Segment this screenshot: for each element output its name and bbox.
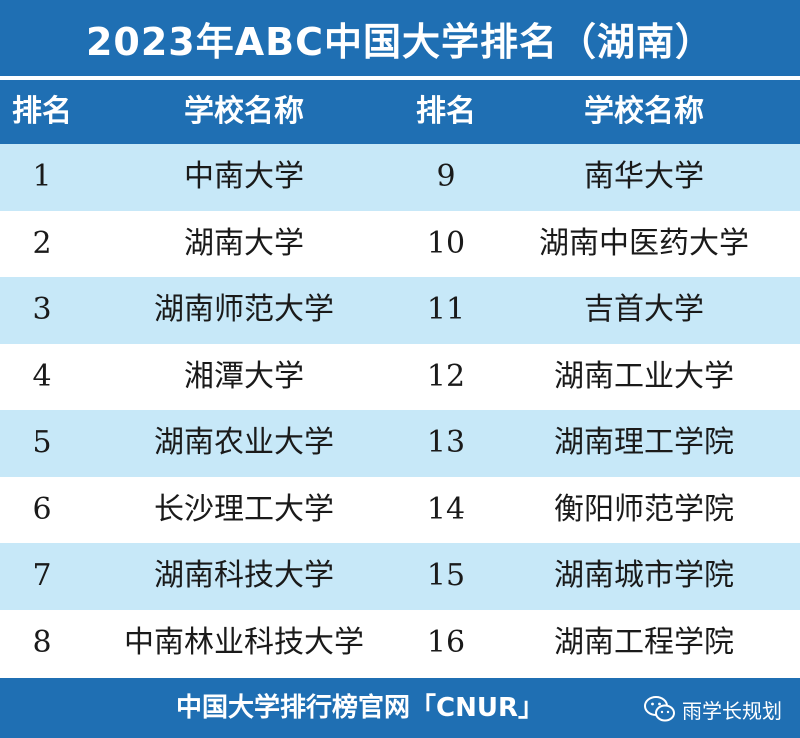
rank-right: 15 xyxy=(426,558,466,593)
watermark: 雨学长规划 xyxy=(644,694,782,724)
rank-right: 16 xyxy=(426,624,466,660)
footer-bar: 中国大学排行榜官网「CNUR」 雨学长规划 xyxy=(0,678,800,738)
school-name-right: 吉首大学 xyxy=(584,292,704,327)
wechat-icon xyxy=(644,696,675,722)
rank-right: 9 xyxy=(436,159,456,194)
school-name-left: 湘潭大学 xyxy=(184,358,304,394)
footer-source: 中国大学排行榜官网「CNUR」 xyxy=(176,693,544,723)
rank-right: 11 xyxy=(426,292,466,327)
school-name-left: 湖南大学 xyxy=(184,225,304,261)
school-name-left: 长沙理工大学 xyxy=(154,491,334,527)
school-name-left: 中南林业科技大学 xyxy=(124,624,364,660)
header-name-right: 学校名称 xyxy=(584,94,704,129)
rank-left: 7 xyxy=(32,558,52,593)
rank-right: 10 xyxy=(426,225,466,261)
title-bar: 2023年ABC中国大学排名（湖南） xyxy=(0,0,800,76)
school-name-right: 衡阳师范学院 xyxy=(554,491,734,527)
rank-right: 14 xyxy=(426,491,466,527)
school-name-left: 湖南师范大学 xyxy=(154,292,334,327)
table-row: 5 湖南农业大学 13 湖南理工学院 xyxy=(0,410,800,477)
table-row: 2 湖南大学 10 湖南中医药大学 xyxy=(0,210,800,277)
table-row: 8 中南林业科技大学 16 湖南工程学院 xyxy=(0,609,800,676)
rank-left: 6 xyxy=(32,491,52,527)
header-rank-left: 排名 xyxy=(12,94,72,129)
school-name-left: 中南大学 xyxy=(184,159,304,194)
rank-left: 4 xyxy=(32,358,52,394)
rank-right: 12 xyxy=(426,358,466,394)
school-name-right: 湖南工业大学 xyxy=(554,358,734,394)
school-name-right: 湖南理工学院 xyxy=(554,425,734,460)
school-name-right: 湖南工程学院 xyxy=(554,624,734,660)
header-rank-right: 排名 xyxy=(416,94,476,129)
school-name-left: 湖南农业大学 xyxy=(154,425,334,460)
school-name-left: 湖南科技大学 xyxy=(154,558,334,593)
rank-left: 8 xyxy=(32,624,52,660)
school-name-right: 南华大学 xyxy=(584,159,704,194)
page-title: 2023年ABC中国大学排名（湖南） xyxy=(85,19,715,64)
rank-left: 3 xyxy=(32,292,52,327)
table-row: 1 中南大学 9 南华大学 xyxy=(0,144,800,211)
school-name-right: 湖南城市学院 xyxy=(554,558,734,593)
table-row: 7 湖南科技大学 15 湖南城市学院 xyxy=(0,543,800,610)
table-header: 排名 学校名称 排名 学校名称 xyxy=(0,80,800,144)
rank-left: 5 xyxy=(32,425,52,460)
table-body: 1 中南大学 9 南华大学 2 湖南大学 10 湖南中医药大学 3 湖南师范大学… xyxy=(0,144,800,676)
header-name-left: 学校名称 xyxy=(184,94,304,129)
table-row: 6 长沙理工大学 14 衡阳师范学院 xyxy=(0,476,800,543)
rank-left: 1 xyxy=(32,159,52,194)
rank-left: 2 xyxy=(32,225,52,261)
school-name-right: 湖南中医药大学 xyxy=(539,225,749,261)
table-row: 4 湘潭大学 12 湖南工业大学 xyxy=(0,343,800,410)
rank-right: 13 xyxy=(426,425,466,460)
watermark-text: 雨学长规划 xyxy=(682,698,782,723)
table-row: 3 湖南师范大学 11 吉首大学 xyxy=(0,277,800,344)
